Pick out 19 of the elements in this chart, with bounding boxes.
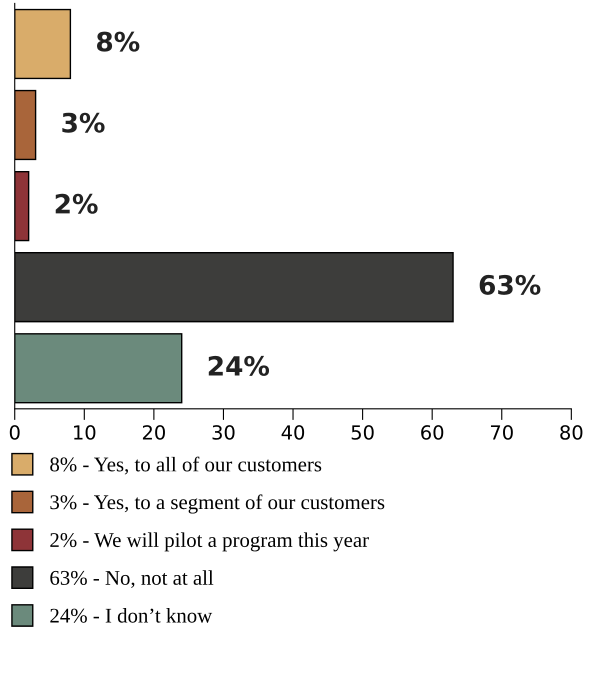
x-tick-label: 80 <box>560 425 582 440</box>
x-tick-label: 40 <box>282 425 304 440</box>
x-tick-label: 0 <box>10 425 20 440</box>
legend-label: 63% - No, not at all <box>50 570 214 588</box>
x-tick-label: 20 <box>142 425 165 440</box>
x-tick-label: 10 <box>74 425 96 440</box>
legend-label: 3% - Yes, to a segment of our customers <box>50 494 384 514</box>
x-tick-label: 60 <box>421 425 444 440</box>
x-tick-label: 30 <box>212 425 235 440</box>
legend-label: 24% - I don’t know <box>50 608 212 623</box>
data-label: 63% <box>480 274 540 295</box>
data-label: 3% <box>62 112 105 133</box>
legend-label: 8% - Yes, to all of our customers <box>50 456 322 474</box>
legend-label: 2% - We will pilot a program this year <box>50 532 369 552</box>
x-tick-label: 50 <box>352 425 374 440</box>
data-label: 8% <box>97 32 140 52</box>
x-tick-label: 70 <box>490 425 513 440</box>
data-label: 2% <box>56 194 98 214</box>
data-label: 24% <box>208 356 270 376</box>
